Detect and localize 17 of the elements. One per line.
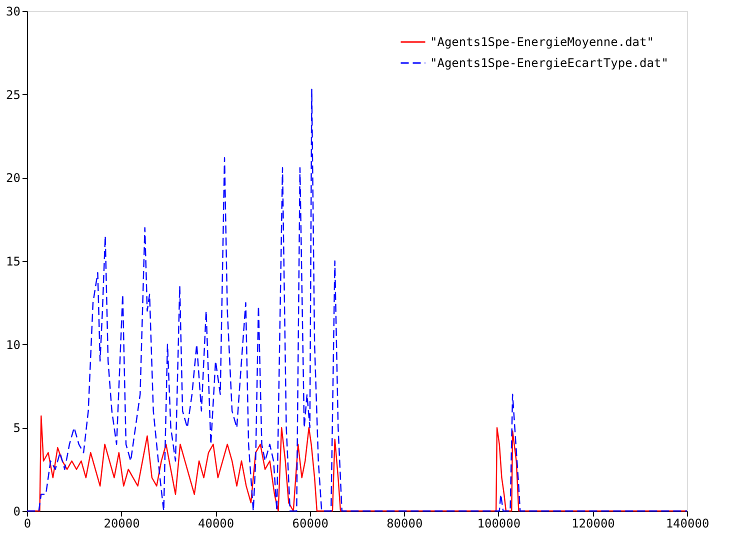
x-tick-label: 60000 bbox=[292, 516, 328, 530]
x-tick-label: 20000 bbox=[104, 516, 140, 530]
y-tick-label: 15 bbox=[6, 254, 20, 268]
x-tick-label: 0 bbox=[24, 516, 32, 530]
y-tick-label: 25 bbox=[6, 88, 20, 102]
x-tick-label: 140000 bbox=[666, 516, 710, 530]
y-tick-label: 5 bbox=[13, 421, 20, 436]
y-tick-label: 30 bbox=[6, 4, 20, 18]
x-tick-label: 120000 bbox=[572, 516, 615, 530]
legend-label: "Agents1Spe-EnergieMoyenne.dat" bbox=[430, 35, 654, 49]
legend-label: "Agents1Spe-EnergieEcartType.dat" bbox=[430, 56, 668, 70]
x-tick-label: 80000 bbox=[386, 516, 423, 530]
x-tick-label: 40000 bbox=[198, 516, 234, 530]
y-tick-label: 10 bbox=[6, 338, 20, 352]
y-tick-label: 20 bbox=[6, 171, 20, 186]
x-tick-label: 100000 bbox=[477, 516, 521, 530]
y-tick-label: 0 bbox=[13, 504, 20, 518]
